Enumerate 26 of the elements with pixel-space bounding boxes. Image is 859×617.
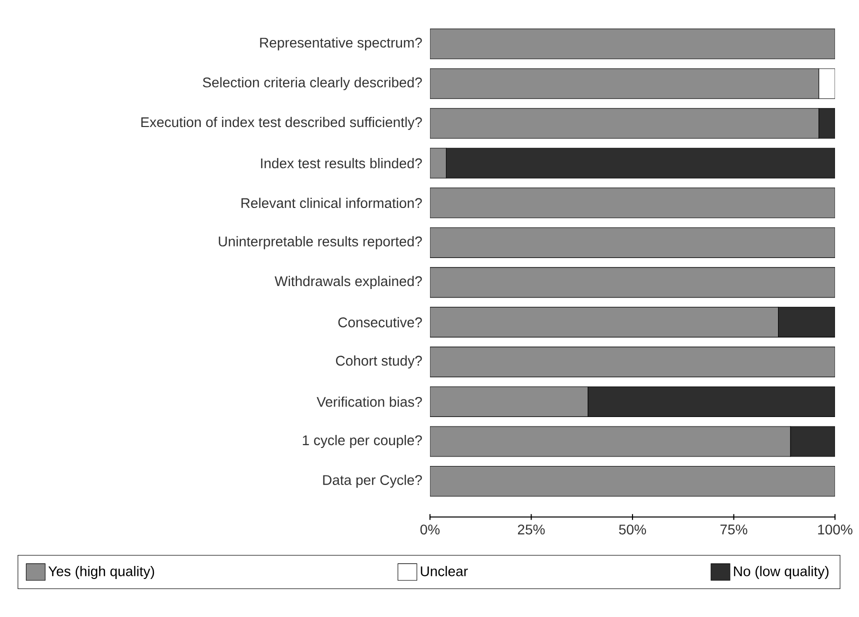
- bar: [430, 346, 836, 378]
- bar: [430, 227, 836, 258]
- bar: [430, 188, 836, 218]
- bar: [430, 466, 836, 496]
- x-tick-label: 25%: [518, 524, 545, 534]
- legend-label: No (low quality): [734, 566, 828, 580]
- y-tick-label: Representative spectrum?: [260, 37, 422, 50]
- y-tick-label: Uninterpretable results reported?: [218, 236, 422, 250]
- x-tick-label: 75%: [720, 524, 748, 534]
- y-tick-label: Execution of index test described sufficiently?: [141, 116, 422, 130]
- y-tick-label: Verification bias?: [316, 396, 422, 407]
- y-tick-label: Relevant clinical information?: [242, 198, 422, 208]
- y-tick-label: Consecutive?: [338, 317, 422, 328]
- y-tick-label: Index test results blinded?: [261, 158, 422, 168]
- y-tick-label: Withdrawals explained?: [274, 276, 422, 289]
- legend-label: Yes (high quality): [48, 566, 154, 580]
- y-tick-label: Selection criteria clearly described?: [202, 77, 422, 90]
- legend-label: Unclear: [420, 566, 468, 576]
- bar: [430, 28, 836, 60]
- x-tick-label: 0%: [420, 524, 440, 534]
- x-tick-label: 50%: [619, 524, 646, 534]
- x-tick-label: 100%: [818, 524, 852, 534]
- bar: [430, 267, 836, 298]
- y-tick-label: 1 cycle per couple?: [302, 434, 422, 448]
- y-tick-label: Cohort study?: [336, 355, 422, 368]
- y-tick-label: Data per Cycle?: [323, 474, 422, 488]
